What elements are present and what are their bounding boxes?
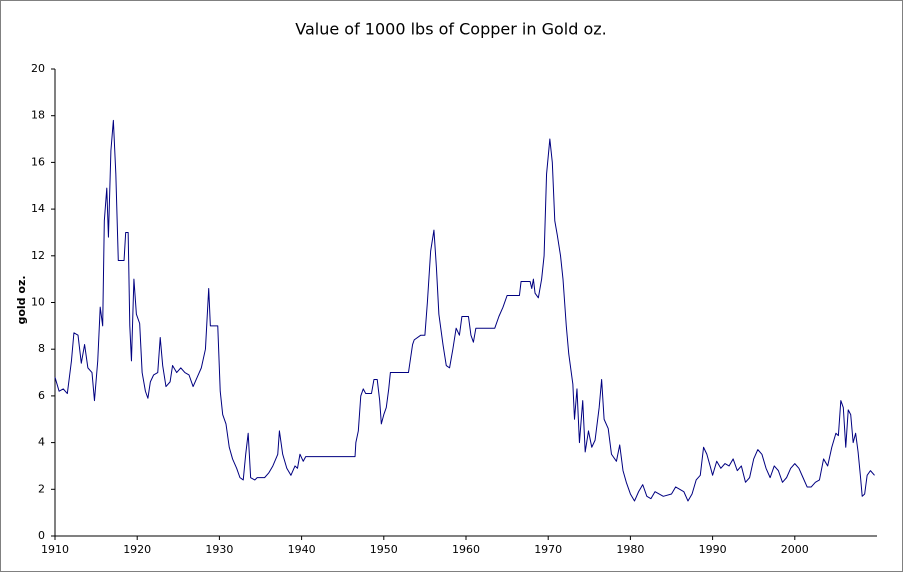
y-axis-label: gold oz. [15, 275, 28, 324]
x-tick-label: 1990 [699, 543, 727, 556]
chart-title: Value of 1000 lbs of Copper in Gold oz. [295, 20, 606, 39]
y-tick-label: 18 [31, 109, 45, 122]
x-tick-label: 1980 [616, 543, 644, 556]
y-tick-label: 6 [38, 389, 45, 402]
y-tick-label: 20 [31, 62, 45, 75]
y-tick-label: 4 [38, 436, 45, 449]
y-tick-label: 12 [31, 249, 45, 262]
y-tick-label: 8 [38, 342, 45, 355]
x-tick-label: 1960 [452, 543, 480, 556]
y-tick-label: 2 [38, 482, 45, 495]
x-tick-label: 1930 [205, 543, 233, 556]
x-tick-label: 1910 [41, 543, 69, 556]
y-tick-label: 10 [31, 296, 45, 309]
x-tick-label: 1940 [288, 543, 316, 556]
y-tick-label: 14 [31, 202, 45, 215]
y-tick-label: 16 [31, 155, 45, 168]
y-tick-label: 0 [38, 529, 45, 542]
x-tick-label: 1920 [123, 543, 151, 556]
data-line [54, 119, 875, 502]
x-tick-label: 1970 [534, 543, 562, 556]
x-tick-label: 2000 [781, 543, 809, 556]
x-tick-label: 1950 [370, 543, 398, 556]
